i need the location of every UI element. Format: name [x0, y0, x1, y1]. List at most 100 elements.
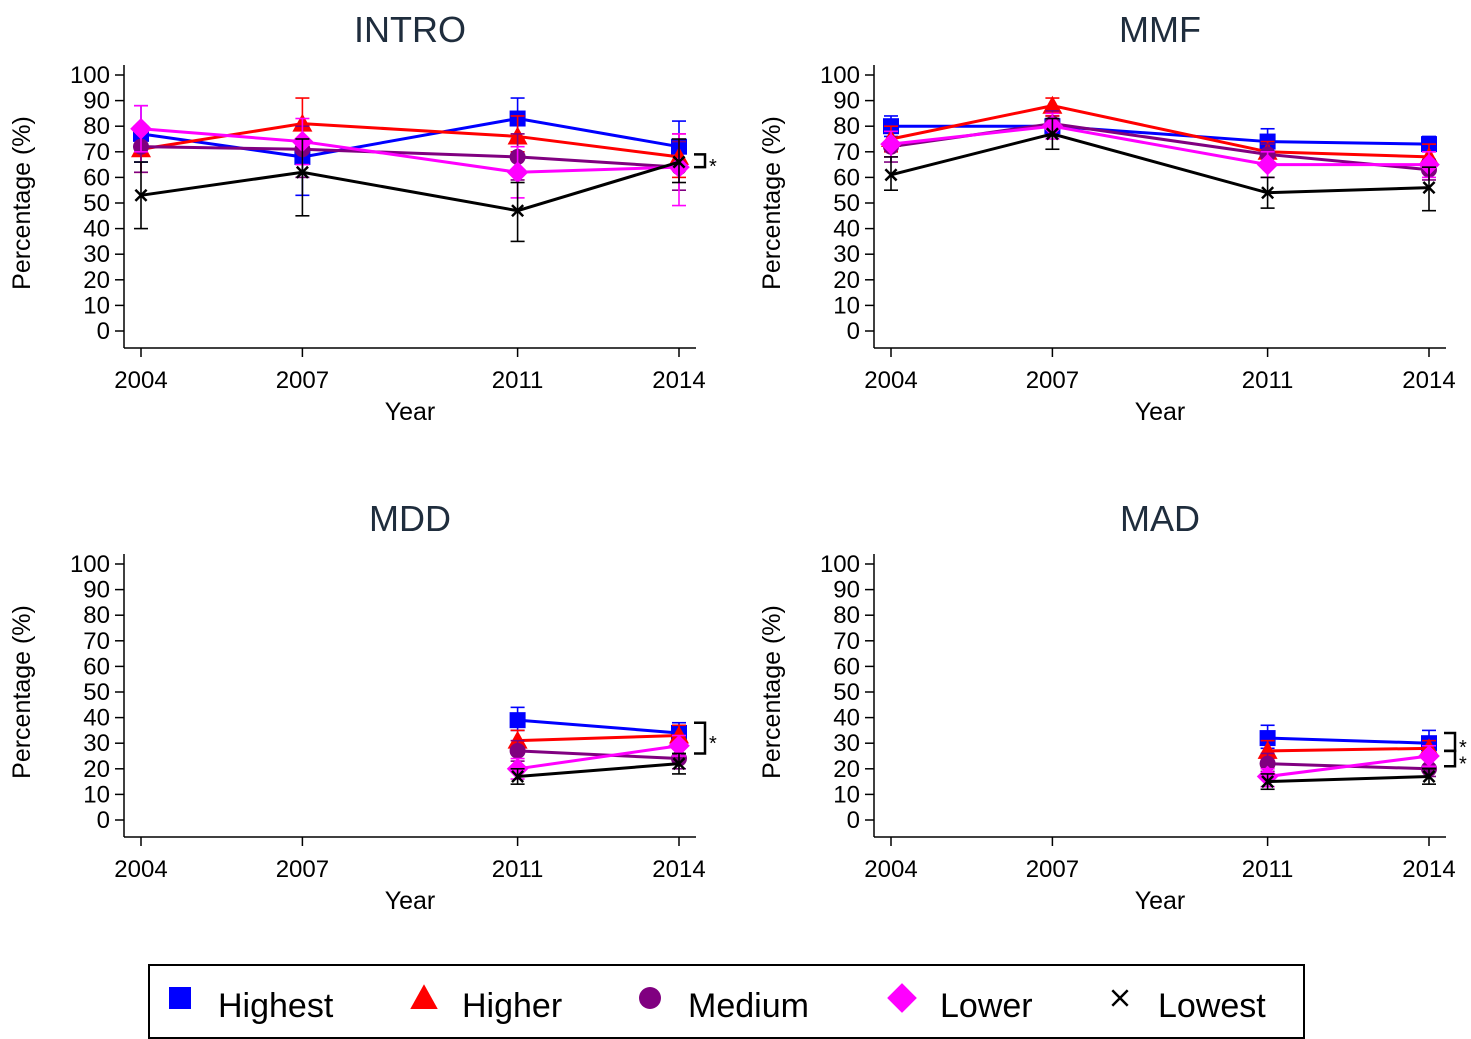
- series-line: [890, 104, 1430, 159]
- x-tick-label: 2007: [1026, 856, 1079, 883]
- legend-item-highest: Highest: [169, 987, 334, 1025]
- x-axis-title: Year: [385, 887, 436, 915]
- y-tick-label: 50: [833, 190, 860, 217]
- legend-items: Highest Higher Medium Lower Lowest: [169, 983, 1266, 1025]
- x-tick-label: 2004: [864, 367, 917, 394]
- y-tick-label: 80: [83, 602, 110, 629]
- series-line: [140, 116, 680, 159]
- y-tick-label: 100: [820, 551, 860, 578]
- series-line: [1267, 774, 1430, 784]
- legend: Highest Higher Medium Lower Lowest: [148, 964, 1305, 1039]
- x-axis: 2004 2007 2011 2014 Year: [864, 836, 1456, 915]
- y-tick-label: 0: [97, 807, 110, 834]
- x-tick-label: 2011: [1242, 367, 1294, 394]
- y-tick-label: 40: [83, 705, 110, 732]
- series-line: [517, 762, 680, 778]
- series-line: [517, 744, 680, 771]
- y-tick-label: 90: [83, 88, 110, 115]
- data-point: [884, 168, 898, 182]
- data-point: [672, 155, 686, 169]
- data-point: [1256, 153, 1279, 176]
- significance-bracket: *: [694, 721, 717, 755]
- data-point: [1418, 153, 1440, 176]
- data-point: [1259, 730, 1276, 747]
- data-point: [1422, 181, 1436, 195]
- series-lowest: [884, 117, 1436, 212]
- data-point: [1045, 127, 1059, 141]
- y-tick-label: 20: [83, 756, 110, 783]
- series-line: [890, 132, 1430, 195]
- significance-marker: *: [709, 733, 717, 755]
- significance-bracket: *: [1444, 749, 1467, 776]
- legend-label: Higher: [462, 987, 562, 1025]
- y-tick-label: 30: [833, 241, 860, 268]
- series-line: [140, 145, 680, 169]
- data-point: [1257, 740, 1278, 759]
- x-tick-label: 2014: [652, 856, 705, 883]
- panel-title: MMF: [1119, 9, 1201, 50]
- data-point: [509, 712, 526, 729]
- y-tick-label: 0: [97, 318, 110, 345]
- panel-title: MDD: [369, 498, 451, 539]
- series-line: [1267, 736, 1430, 745]
- y-tick-label: 50: [83, 679, 110, 706]
- series-line: [891, 124, 1430, 146]
- y-tick-label: 50: [833, 679, 860, 706]
- data-point: [668, 734, 690, 757]
- x-tick-label: 2004: [114, 856, 167, 883]
- y-axis-title: Percentage (%): [8, 116, 36, 290]
- x-tick-label: 2011: [492, 856, 544, 883]
- x-tick-label: 2007: [1026, 367, 1079, 394]
- series-line: [1267, 746, 1430, 753]
- series-line: [140, 160, 680, 213]
- y-tick-label: 10: [83, 781, 110, 808]
- series-line: [140, 127, 680, 174]
- y-tick-label: 30: [83, 241, 110, 268]
- x-tick-label: 2014: [1402, 367, 1455, 394]
- y-tick-label: 20: [833, 756, 860, 783]
- x-axis-title: Year: [1135, 887, 1186, 915]
- y-tick-label: 60: [833, 164, 860, 191]
- data-point: [134, 188, 148, 202]
- data-point: [506, 161, 529, 184]
- y-tick-label: 10: [833, 781, 860, 808]
- y-tick-label: 100: [70, 551, 110, 578]
- legend-marker-diamond: [887, 983, 917, 1013]
- y-tick-label: 100: [820, 62, 860, 89]
- y-axis-title: Percentage (%): [758, 605, 786, 779]
- y-axis-title: Percentage (%): [758, 116, 786, 290]
- y-tick-label: 70: [83, 139, 110, 166]
- x-axis: 2004 2007 2011 2014 Year: [114, 836, 706, 915]
- x-tick-label: 2011: [1242, 856, 1294, 883]
- y-tick-label: 30: [833, 730, 860, 757]
- legend-marker-x: [1111, 989, 1129, 1007]
- panel-title: INTRO: [354, 9, 466, 50]
- data-point: [1261, 186, 1275, 200]
- y-tick-label: 90: [833, 577, 860, 604]
- y-tick-label: 60: [83, 164, 110, 191]
- data-point: [295, 165, 309, 179]
- data-point: [511, 769, 525, 783]
- y-tick-label: 80: [83, 113, 110, 140]
- y-tick-label: 20: [83, 267, 110, 294]
- legend-item-medium: Medium: [639, 987, 809, 1025]
- data-point: [1422, 769, 1436, 783]
- data-point: [1418, 745, 1440, 767]
- panel-title: MAD: [1120, 498, 1200, 539]
- bracket-line: [694, 153, 707, 169]
- data-point: [669, 725, 689, 744]
- legend-label: Highest: [218, 987, 334, 1025]
- data-point: [1261, 775, 1275, 789]
- data-point: [130, 117, 152, 140]
- y-tick-label: 0: [847, 807, 860, 834]
- bracket-line: [1444, 731, 1457, 753]
- series-lowest: [1260, 767, 1436, 791]
- legend-item-higher: Higher: [410, 984, 562, 1025]
- y-tick-label: 60: [833, 653, 860, 680]
